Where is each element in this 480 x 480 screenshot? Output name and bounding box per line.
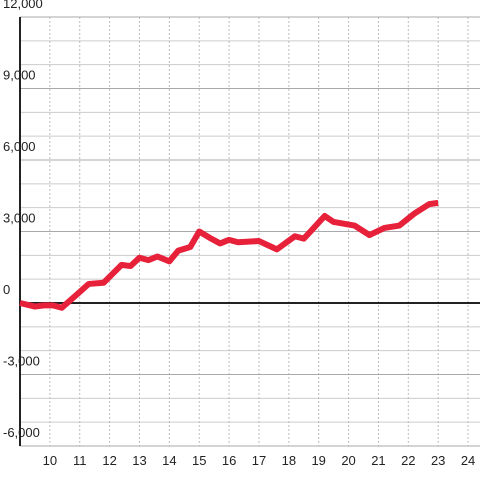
x-tick-label: 11: [73, 453, 87, 468]
x-tick-label: 16: [222, 453, 236, 468]
y-tick-label: 12,000: [3, 0, 43, 11]
x-tick-label: 24: [461, 453, 475, 468]
x-tick-label: 17: [252, 453, 266, 468]
x-tick-label: 18: [282, 453, 296, 468]
series-line: [19, 199, 439, 311]
x-tick-label: 12: [102, 453, 116, 468]
x-tick-label: 13: [132, 453, 146, 468]
x-tick-label: 22: [401, 453, 415, 468]
y-tick-label: -3,000: [3, 354, 40, 369]
y-tick-label: 0: [3, 282, 10, 297]
x-tick-label: 15: [192, 453, 206, 468]
x-tick-label: 23: [431, 453, 445, 468]
x-tick-label: 21: [371, 453, 385, 468]
x-tick-label: 19: [311, 453, 325, 468]
x-tick-label: 20: [341, 453, 355, 468]
x-tick-label: 14: [162, 453, 176, 468]
x-tick-label: 10: [43, 453, 57, 468]
y-tick-label: -6,000: [3, 425, 40, 440]
